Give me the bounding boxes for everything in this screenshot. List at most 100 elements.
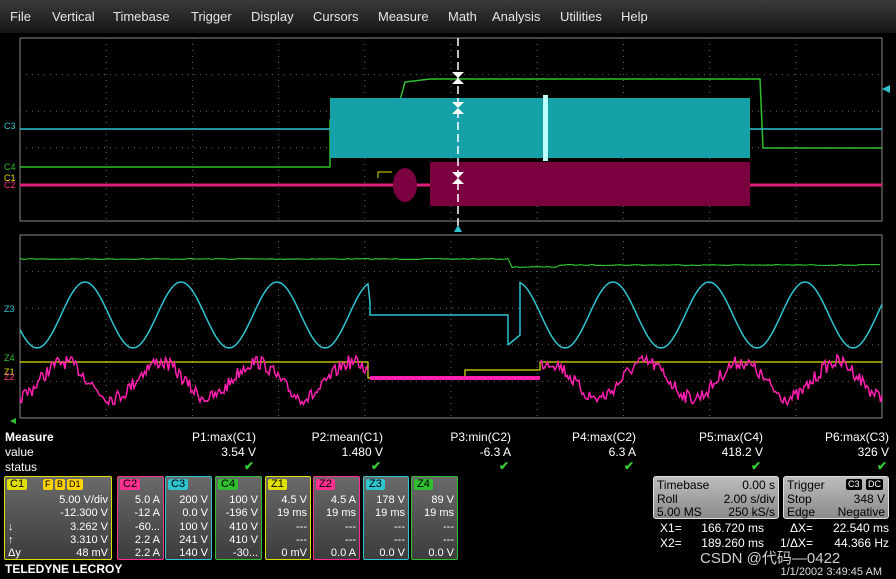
trigger-label: Stop (787, 492, 812, 506)
channel-value: 410 V (229, 520, 258, 533)
channel-value: 0.0 V (379, 547, 405, 560)
cursor-label: X1= (660, 521, 682, 535)
trace-label: Z4 (4, 353, 15, 363)
menu-item[interactable]: Measure (378, 9, 429, 24)
menu-bar (0, 0, 896, 33)
measure-name: P2:mean(C1) (311, 430, 383, 444)
channel-box[interactable]: C4 100 V -196 V 410 V 410 V -30... (215, 476, 262, 560)
menu-item[interactable]: Analysis (492, 9, 541, 24)
status-check: ✔ (877, 459, 888, 473)
menu-item[interactable]: Cursors (313, 9, 359, 24)
trace-c2-burst (393, 168, 417, 202)
trace-z1-yellow (20, 361, 882, 379)
brand: TELEDYNE LECROY (5, 562, 123, 576)
cursor-value: 44.366 Hz (834, 536, 889, 550)
menu-item[interactable]: Display (251, 9, 294, 24)
trace-c3-spike (543, 95, 548, 161)
waveform-display (10, 37, 890, 424)
channel-tag: Z1 (268, 479, 287, 490)
trace-z3 (507, 281, 883, 349)
channel-value: 0.0 V (428, 547, 454, 560)
timebase-label: Roll (657, 492, 678, 506)
channel-value: 100 V (229, 494, 258, 506)
channel-value: --- (296, 533, 307, 546)
channel-tag: C1 (7, 479, 28, 490)
channel-box[interactable]: Z3 178 V 19 ms --- --- 0.0 V (363, 476, 409, 560)
cursor-marker (452, 172, 464, 184)
trace-c2-band (430, 162, 750, 206)
trace-label: Z3 (4, 304, 15, 314)
channel-tag: C4 (218, 479, 239, 490)
status-check: ✔ (499, 459, 510, 473)
channel-value: --- (443, 533, 454, 546)
channel-badge: D1 (67, 479, 83, 490)
timebase-label: 5.00 MS (657, 505, 702, 519)
channel-value: --- (394, 533, 405, 546)
cursor-label: X2= (660, 536, 682, 550)
trigger-badge: C3 (846, 479, 862, 490)
cursor-value: 166.720 ms (701, 521, 764, 535)
channel-box[interactable]: C3 200 V 0.0 V 100 V 241 V 140 V (165, 476, 212, 560)
channel-badge: B (55, 479, 66, 490)
trace-label: C4 (4, 162, 16, 172)
channel-value: 48 mV (76, 547, 108, 560)
menu-item[interactable]: Utilities (560, 9, 602, 24)
trace-label: C3 (4, 121, 16, 131)
measure-title: Measure (5, 430, 54, 444)
channel-value: 241 V (179, 533, 208, 546)
channel-value: --- (394, 520, 405, 533)
trace-label: Z1 (4, 367, 15, 377)
channel-box[interactable]: Z4 89 V 19 ms --- --- 0.0 V (411, 476, 458, 560)
channel-value: 2.2 A (134, 533, 160, 546)
menu-item[interactable]: File (10, 9, 31, 24)
channel-tag: C3 (168, 479, 189, 490)
trigger-box[interactable]: Trigger C3 DC Stop 348 V Edge Negative (783, 476, 889, 519)
row-label: value (5, 445, 34, 459)
trace-z2 (19, 354, 369, 407)
channel-value: -30... (232, 547, 258, 560)
channel-value: 19 ms (277, 507, 307, 520)
timebase-box[interactable]: Timebase 0.00 s Roll 2.00 s/div 5.00 MS 250 k… (653, 476, 779, 519)
channel-value: 3.310 V (70, 533, 108, 546)
menu-item[interactable]: Math (448, 9, 477, 24)
channel-badge: F (43, 479, 53, 490)
trigger-label: Edge (787, 505, 816, 519)
status-check: ✔ (371, 459, 382, 473)
measure-value: 6.3 A (608, 445, 636, 459)
channel-value: 4.5 V (281, 494, 307, 506)
channel-marker: Δy (8, 547, 21, 560)
menu-item[interactable]: Vertical (52, 9, 95, 24)
channel-value: 0 mV (281, 547, 307, 560)
timebase-title: Timebase (657, 478, 710, 492)
menu-item[interactable]: Timebase (113, 9, 170, 24)
channel-box[interactable]: Z1 4.5 V 19 ms --- --- 0 mV (265, 476, 311, 560)
measure-value: 3.54 V (221, 445, 256, 459)
channel-tag: Z2 (316, 479, 335, 490)
menu-item[interactable]: Help (621, 9, 648, 24)
channel-box[interactable]: C2 5.0 A -12 A -60... 2.2 A 2.2 A (117, 476, 164, 560)
channel-value: 200 V (179, 494, 208, 506)
channel-value: 100 V (179, 520, 208, 533)
status-check: ✔ (751, 459, 762, 473)
menu-item[interactable]: Trigger (191, 9, 232, 24)
cursor-value: 22.540 ms (832, 521, 889, 535)
channel-value: --- (345, 533, 356, 546)
timebase-offset: 0.00 s (742, 478, 775, 492)
trigger-value: Negative (837, 505, 885, 519)
channel-box[interactable]: Z2 4.5 A 19 ms --- --- 0.0 A (313, 476, 360, 560)
timebase-value: 250 kS/s (728, 505, 775, 519)
measure-name: P3:min(C2) (450, 430, 511, 444)
channel-value: 4.5 A (330, 494, 356, 506)
trace-c3-band (330, 98, 750, 158)
measure-value: 1.480 V (341, 445, 383, 459)
trigger-marker (454, 225, 462, 232)
channel-value: 140 V (179, 547, 208, 560)
grid-frame (19, 234, 883, 419)
trace-label: C2 (4, 180, 16, 190)
level-marker (882, 85, 890, 93)
status-check: ✔ (624, 459, 635, 473)
channel-value: 19 ms (424, 507, 454, 520)
channel-value: 178 V (376, 494, 405, 506)
